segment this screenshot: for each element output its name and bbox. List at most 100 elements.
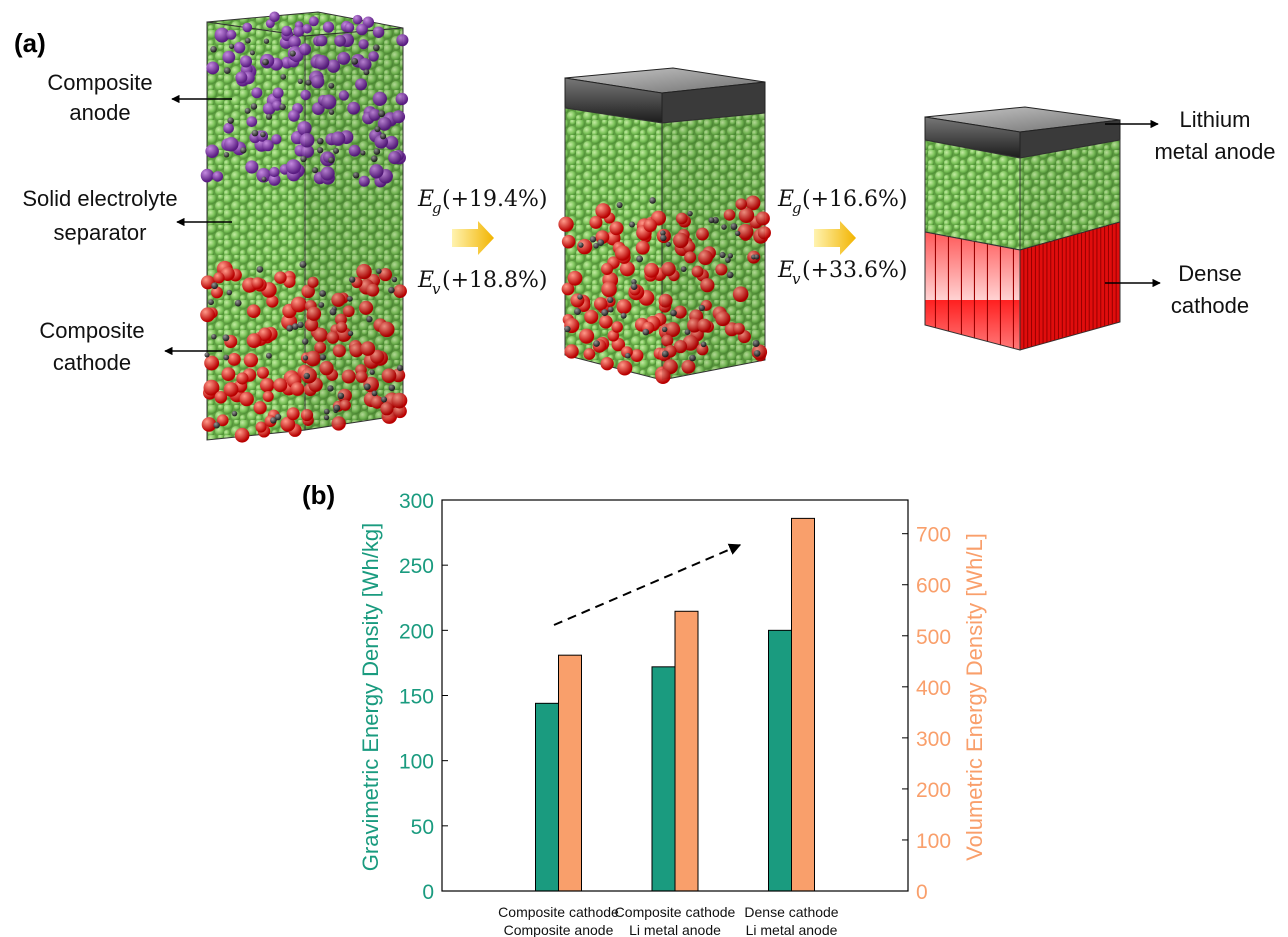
cathode-particle bbox=[213, 272, 224, 283]
anode-particle bbox=[302, 24, 312, 34]
bar-gravimetric-1 bbox=[536, 703, 559, 891]
x-tick-label: Composite anode bbox=[504, 922, 614, 937]
cathode-particle bbox=[273, 378, 287, 392]
bar-gravimetric-3 bbox=[769, 630, 792, 891]
cell-block-composite bbox=[200, 12, 408, 443]
svg-text:metal anode: metal anode bbox=[1154, 139, 1275, 164]
carbon-particle bbox=[245, 38, 251, 44]
cathode-particle bbox=[260, 378, 274, 392]
carbon-particle bbox=[240, 147, 246, 153]
cathode-particle bbox=[579, 329, 594, 344]
cathode-particle bbox=[564, 344, 578, 358]
anode-particle bbox=[353, 15, 363, 25]
label-separator: Solid electrolyte separator bbox=[22, 186, 232, 245]
bar-volumetric-2 bbox=[675, 611, 698, 891]
svg-text:separator: separator bbox=[54, 220, 147, 245]
anode-particle bbox=[240, 55, 252, 67]
anode-particle bbox=[223, 123, 234, 134]
y-axis-left-label: Gravimetric Energy Density [Wh/kg] bbox=[358, 523, 383, 871]
carbon-particle bbox=[224, 152, 230, 158]
carbon-particle bbox=[208, 299, 214, 305]
anode-particle bbox=[269, 12, 280, 23]
anode-particle bbox=[262, 140, 274, 152]
svg-text:Dense: Dense bbox=[1178, 261, 1242, 286]
anode-particle bbox=[235, 72, 247, 84]
cathode-particle bbox=[643, 219, 656, 232]
carbon-particle bbox=[636, 255, 643, 262]
carbon-particle bbox=[631, 283, 638, 290]
anode-particle bbox=[273, 88, 284, 99]
yellow-arrow-2-icon bbox=[814, 221, 856, 255]
cathode-particle bbox=[644, 263, 659, 278]
cell-block-dense bbox=[925, 107, 1120, 350]
cathode-particle bbox=[257, 367, 269, 379]
carbon-particle bbox=[224, 67, 231, 74]
carbon-particle bbox=[235, 300, 242, 307]
cathode-particle bbox=[204, 356, 219, 371]
panel-a-label: (a) bbox=[14, 28, 46, 58]
carbon-particle bbox=[229, 44, 234, 49]
right-tick-label: 300 bbox=[916, 728, 951, 751]
y-axis-right-label: Volumetric Energy Density [Wh/L] bbox=[962, 533, 987, 861]
carbon-particle bbox=[577, 294, 583, 300]
bar-chart: 0 50 100 150 200 250 300 0 100 200 300 400 500 600 70… bbox=[358, 490, 987, 937]
cathode-particle bbox=[200, 307, 215, 322]
cathode-particle bbox=[601, 263, 613, 275]
anode-particle bbox=[224, 137, 238, 151]
cathode-particle bbox=[599, 315, 613, 329]
carbon-particle bbox=[260, 132, 266, 138]
carbon-particle bbox=[608, 307, 614, 313]
carbon-particle bbox=[227, 117, 233, 123]
cathode-particle bbox=[228, 353, 241, 366]
carbon-particle bbox=[590, 236, 596, 242]
eg-expression-1: E g (+19.4%) bbox=[417, 187, 548, 217]
cell-block-li-metal bbox=[558, 68, 771, 384]
eg-value-1: (+19.4%) bbox=[442, 187, 548, 212]
left-tick-label: 0 bbox=[422, 881, 434, 904]
left-tick-label: 150 bbox=[399, 686, 434, 709]
carbon-particle bbox=[290, 50, 296, 56]
svg-text:v: v bbox=[792, 270, 801, 288]
carbon-particle bbox=[649, 197, 656, 204]
right-tick-label: 500 bbox=[916, 626, 951, 649]
cathode-particle bbox=[617, 299, 632, 314]
left-tick-label: 100 bbox=[399, 751, 434, 774]
carbon-particle bbox=[210, 46, 217, 53]
anode-particle bbox=[286, 159, 301, 174]
left-tick-label: 250 bbox=[399, 555, 434, 578]
carbon-particle bbox=[232, 411, 237, 416]
cathode-particle bbox=[240, 392, 254, 406]
cathode-particle bbox=[263, 391, 274, 402]
carbon-particle bbox=[297, 322, 303, 328]
cathode-particle bbox=[291, 382, 305, 396]
anode-particle bbox=[206, 62, 219, 75]
anode-particle bbox=[222, 51, 235, 64]
label-lithium-metal-anode: Lithium metal anode bbox=[1105, 107, 1276, 164]
cathode-particle bbox=[594, 297, 608, 311]
cathode-particle bbox=[615, 245, 631, 261]
label-composite-anode: Composite anode bbox=[47, 70, 232, 125]
eg-value-2: (+16.6%) bbox=[802, 187, 908, 212]
anode-particle bbox=[323, 21, 334, 32]
right-tick-label: 100 bbox=[916, 830, 951, 853]
ev-expression-1: E v (+18.8%) bbox=[417, 268, 548, 298]
cathode-particle bbox=[247, 304, 261, 318]
carbon-particle bbox=[266, 114, 272, 120]
ev-value-1: (+18.8%) bbox=[442, 268, 548, 293]
anode-particle bbox=[345, 23, 355, 33]
anode-particle bbox=[201, 169, 214, 182]
anode-particle bbox=[242, 23, 252, 33]
ev-expression-2: E v (+33.6%) bbox=[777, 258, 908, 288]
anode-particle bbox=[251, 87, 262, 98]
cathode-particle bbox=[636, 241, 650, 255]
transition-1: E g (+19.4%) E v (+18.8%) bbox=[417, 187, 548, 298]
cathode-particle bbox=[235, 428, 250, 443]
carbon-particle bbox=[564, 326, 570, 332]
right-tick-label: 200 bbox=[916, 779, 951, 802]
carbon-particle bbox=[227, 290, 232, 295]
cathode-particle bbox=[610, 221, 624, 235]
svg-text:Composite: Composite bbox=[47, 70, 152, 95]
svg-text:cathode: cathode bbox=[1171, 293, 1249, 318]
cathode-particle bbox=[558, 217, 573, 232]
carbon-particle bbox=[257, 266, 264, 273]
